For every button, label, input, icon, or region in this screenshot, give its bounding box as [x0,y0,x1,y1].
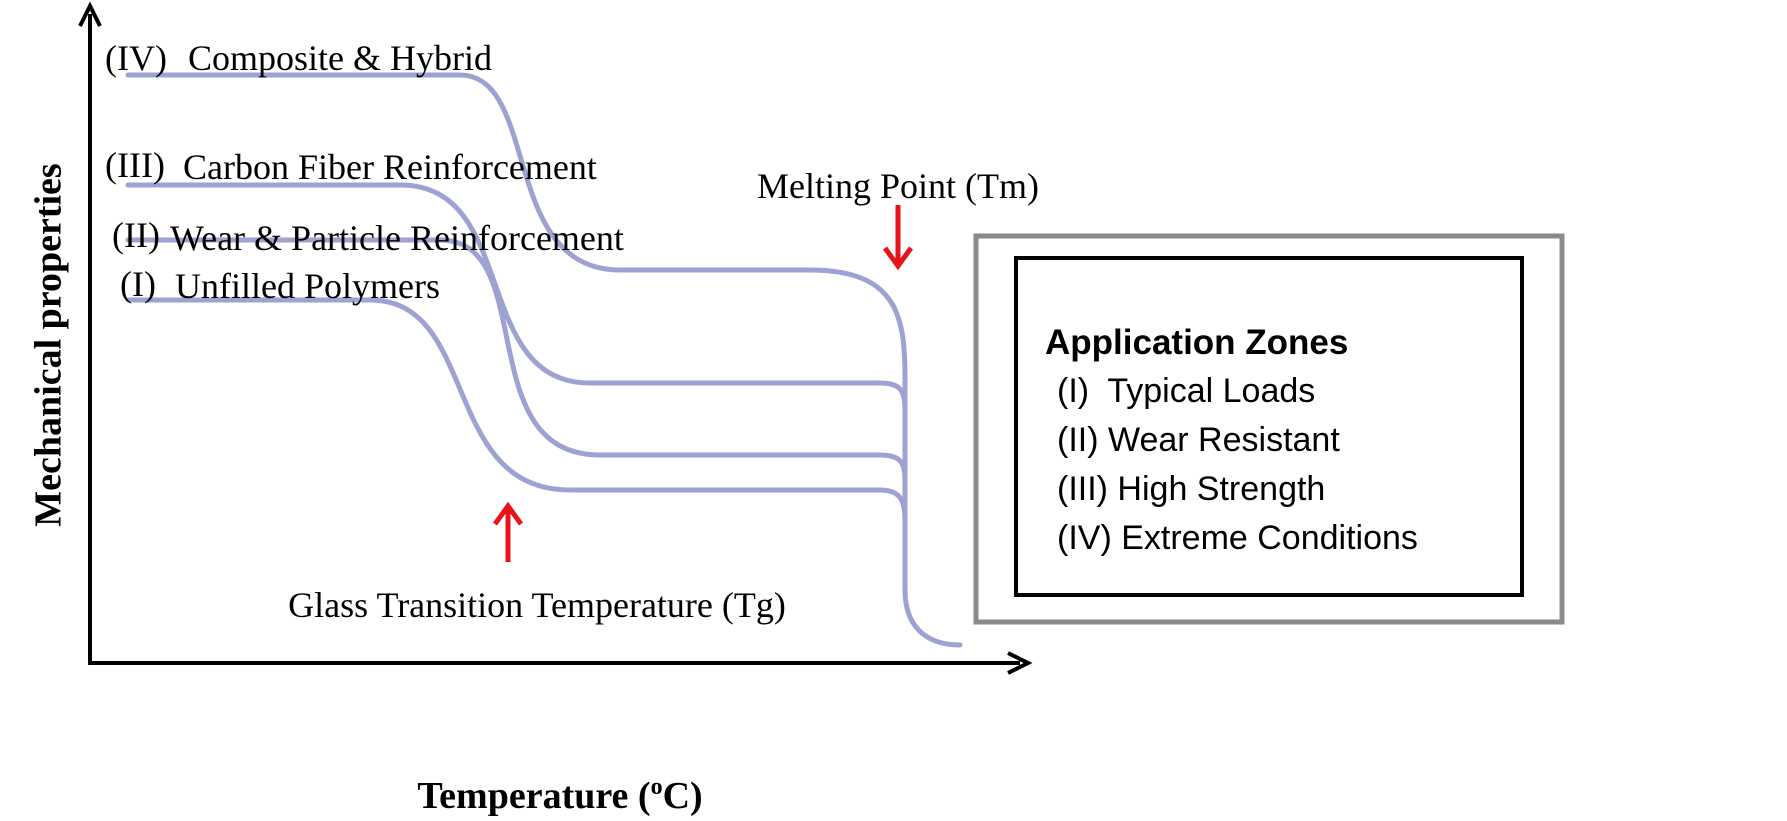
curve-i [125,297,908,523]
curve-label: Carbon Fiber Reinforcement [183,147,597,187]
zone-item: (I) Typical Loads [1057,372,1315,410]
zone-item: (IV) Extreme Conditions [1057,519,1418,557]
melting-point-label: Melting Point (Tm) [757,166,1039,206]
zones-title: Application Zones [1045,323,1348,362]
y-axis-label: Mechanical properties [28,163,70,526]
curve-numeral: (IV) [105,38,167,78]
curve-numeral: (I) [120,264,156,304]
curve-label: Composite & Hybrid [188,38,492,78]
x-axis-label-text: Temperature ( [417,775,650,817]
zone-item: (II) Wear Resistant [1057,421,1340,459]
curve-iv [125,72,963,648]
curve-numeral: (II) [112,215,160,255]
melting-arrow-head [882,246,914,271]
curve-label: Wear & Particle Reinforcement [170,218,624,258]
curve-ii [125,237,908,483]
x-axis-label-sup: o [651,774,663,800]
zones-box [1014,256,1524,597]
tg-arrow-head [492,501,524,526]
glass-transition-label: Glass Transition Temperature (Tg) [288,585,786,625]
x-axis-arrow [1007,651,1033,675]
curve-label: Unfilled Polymers [175,266,440,306]
curve-numeral: (III) [105,145,165,185]
x-axis-label-text: C) [663,775,703,817]
zone-item: (III) High Strength [1057,470,1325,508]
curve-iii [125,182,908,413]
x-axis-label: Temperature (oC) [417,774,702,817]
y-axis-arrow [78,1,102,27]
